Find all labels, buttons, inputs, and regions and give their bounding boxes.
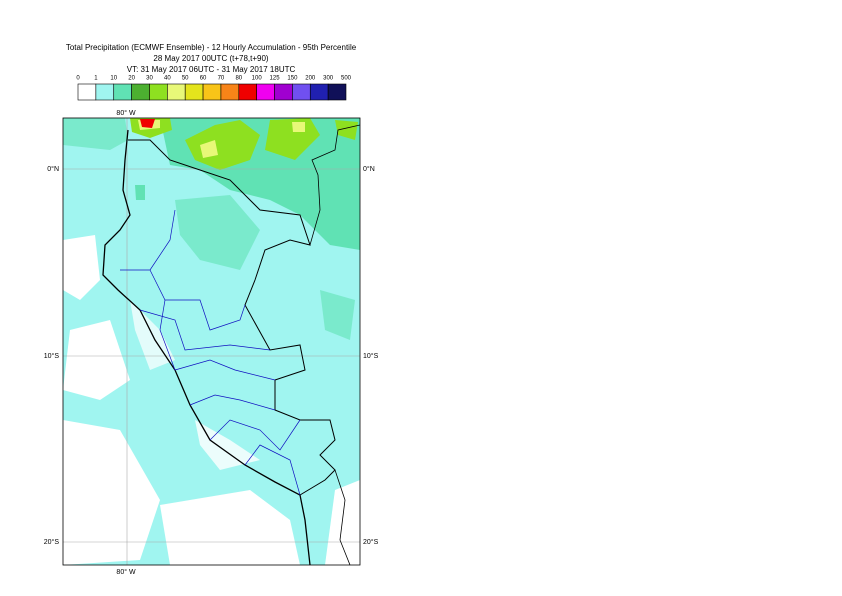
colorbar-box bbox=[238, 83, 257, 101]
colorbar-label: 200 bbox=[305, 76, 316, 82]
lat-label: 20°S bbox=[44, 538, 60, 546]
colorbar-box bbox=[220, 83, 240, 101]
graticule bbox=[63, 118, 360, 565]
colorbar-label: 300 bbox=[323, 76, 334, 82]
colorbar-box bbox=[149, 83, 168, 101]
colorbar-label: 0 bbox=[76, 76, 80, 82]
title-line: Total Precipitation (ECMWF Ensemble) - 1… bbox=[66, 43, 357, 52]
colorbar-label: 70 bbox=[218, 76, 225, 82]
colorbar-box bbox=[292, 83, 311, 101]
lat-label: 10°S bbox=[363, 352, 379, 360]
title-line: VT: 31 May 2017 06UTC - 31 May 2017 18UT… bbox=[127, 65, 296, 74]
colorbar-label: 125 bbox=[270, 76, 281, 82]
colorbar-box bbox=[95, 83, 115, 101]
lon-label: 80° W bbox=[116, 568, 136, 576]
colorbar-label: 80 bbox=[235, 76, 242, 82]
colorbar: 0 1 10 20 30 40 50 60 70 80 100 125 150 200 300 500 bbox=[76, 76, 352, 101]
country-border bbox=[309, 124, 360, 565]
colorbar-box bbox=[309, 83, 329, 101]
colorbar-label: 100 bbox=[252, 76, 263, 82]
country-border bbox=[128, 139, 336, 496]
colorbar-label: 60 bbox=[200, 76, 207, 82]
lat-label: 20°S bbox=[363, 538, 379, 546]
colorbar-box bbox=[184, 83, 204, 101]
colorbar-box bbox=[256, 83, 275, 101]
colorbar-label: 10 bbox=[110, 76, 117, 82]
colorbar-box bbox=[327, 83, 347, 101]
colorbar-label: 30 bbox=[146, 76, 153, 82]
region-borders bbox=[120, 209, 301, 496]
colorbar-label: 50 bbox=[182, 76, 189, 82]
lat-label: 0°N bbox=[363, 165, 375, 173]
colorbar-label: 500 bbox=[341, 76, 352, 82]
map-frame bbox=[62, 117, 361, 566]
colorbar-box bbox=[202, 83, 222, 101]
lon-label: 80° W bbox=[116, 109, 136, 117]
heavier-rain bbox=[138, 120, 305, 158]
map bbox=[63, 118, 360, 565]
colorbar-box bbox=[167, 83, 186, 101]
colorbar-label: 1 bbox=[94, 76, 98, 82]
coastline bbox=[102, 129, 311, 565]
colorbar-label: 40 bbox=[164, 76, 171, 82]
colorbar-label: 150 bbox=[287, 76, 298, 82]
colorbar-label: 20 bbox=[128, 76, 135, 82]
colorbar-box bbox=[77, 83, 97, 101]
colorbar-box bbox=[113, 83, 132, 101]
title-line: 28 May 2017 00UTC (t+78,t+90) bbox=[153, 54, 269, 63]
lat-label: 0°N bbox=[47, 165, 59, 173]
extreme-rain bbox=[140, 119, 155, 128]
lat-label: 10°S bbox=[44, 352, 60, 360]
colorbar-box bbox=[131, 83, 150, 101]
colorbar-box bbox=[274, 83, 293, 101]
